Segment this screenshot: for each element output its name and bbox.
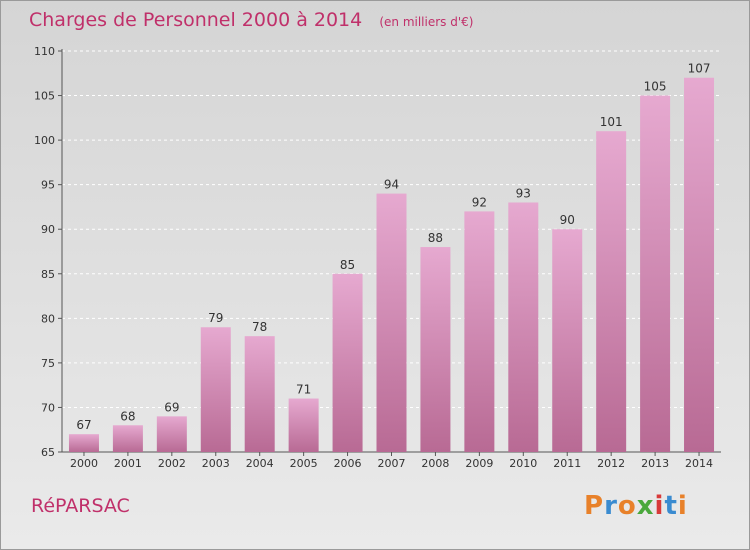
logo-letter: t bbox=[664, 491, 678, 521]
logo-letter: i bbox=[677, 491, 688, 521]
logo-letter: P bbox=[584, 491, 605, 521]
x-tick-label: 2000 bbox=[70, 457, 98, 470]
value-label: 69 bbox=[164, 400, 179, 414]
y-tick-label: 70 bbox=[41, 401, 55, 414]
y-tick-label: 90 bbox=[41, 223, 55, 236]
bar bbox=[640, 95, 671, 453]
bars bbox=[68, 77, 715, 453]
chart-subtitle: (en milliers d'€) bbox=[379, 15, 474, 29]
x-tick-label: 2005 bbox=[290, 457, 318, 470]
value-label: 107 bbox=[688, 62, 711, 76]
bar bbox=[376, 193, 407, 453]
title-row: Charges de Personnel 2000 à 2014 (en mil… bbox=[29, 9, 473, 31]
bar bbox=[684, 77, 715, 452]
value-label: 101 bbox=[600, 115, 623, 129]
x-tick-label: 2010 bbox=[509, 457, 537, 470]
gridlines bbox=[62, 50, 721, 408]
bar bbox=[200, 327, 231, 452]
y-tick-labels: 65 70 75 80 85 90 95 100 105 110 bbox=[34, 45, 55, 459]
logo-letter: x bbox=[636, 491, 655, 521]
logo-letter: i bbox=[654, 491, 665, 521]
bar bbox=[552, 229, 583, 452]
x-tick-label: 2014 bbox=[685, 457, 713, 470]
value-label: 79 bbox=[208, 311, 223, 325]
x-tick-label: 2013 bbox=[641, 457, 669, 470]
value-label: 71 bbox=[296, 383, 311, 397]
y-tick-label: 85 bbox=[41, 268, 55, 281]
commune-name: RéPARSAC bbox=[31, 495, 130, 517]
x-tick-label: 2006 bbox=[334, 457, 362, 470]
bar bbox=[596, 131, 627, 452]
x-tick-label: 2004 bbox=[246, 457, 274, 470]
x-tick-label: 2002 bbox=[158, 457, 186, 470]
bar bbox=[112, 425, 143, 452]
proxiti-logo: Proxiti bbox=[584, 491, 688, 521]
value-label: 90 bbox=[560, 213, 575, 227]
value-label: 85 bbox=[340, 258, 355, 272]
x-tick-label: 2012 bbox=[597, 457, 625, 470]
bar bbox=[420, 247, 451, 452]
bar bbox=[156, 416, 187, 452]
value-label: 94 bbox=[384, 178, 399, 192]
logo-letter: r bbox=[604, 491, 618, 521]
y-tick-label: 110 bbox=[34, 45, 55, 58]
y-tick-label: 75 bbox=[41, 357, 55, 370]
bar bbox=[244, 336, 275, 452]
y-tick-label: 100 bbox=[34, 134, 55, 147]
x-tick-label: 2011 bbox=[553, 457, 581, 470]
value-label: 78 bbox=[252, 320, 267, 334]
value-label: 105 bbox=[644, 80, 667, 94]
x-tick-label: 2009 bbox=[465, 457, 493, 470]
y-tick-label: 95 bbox=[41, 179, 55, 192]
value-label: 67 bbox=[76, 418, 91, 432]
chart-title: Charges de Personnel 2000 à 2014 bbox=[29, 9, 363, 31]
bar bbox=[68, 434, 99, 452]
value-label: 88 bbox=[428, 231, 443, 245]
y-tick-label: 80 bbox=[41, 312, 55, 325]
logo-letter: o bbox=[617, 491, 637, 521]
value-label: 92 bbox=[472, 195, 487, 209]
y-tick-label: 65 bbox=[41, 446, 55, 459]
y-tick-label: 105 bbox=[34, 90, 55, 103]
bar bbox=[332, 273, 363, 452]
value-label: 93 bbox=[516, 186, 531, 200]
x-tick-label: 2008 bbox=[421, 457, 449, 470]
bar bbox=[508, 202, 539, 452]
x-tick-label: 2007 bbox=[378, 457, 406, 470]
bar bbox=[464, 211, 495, 452]
value-label: 68 bbox=[120, 409, 135, 423]
bar bbox=[288, 398, 319, 452]
x-tick-label: 2003 bbox=[202, 457, 230, 470]
x-tick-label: 2001 bbox=[114, 457, 142, 470]
value-labels: 67 68 69 79 78 71 85 94 88 92 93 90 101 105 107 bbox=[76, 62, 710, 432]
x-tick-labels: 2000 2001 2002 2003 2004 2005 2006 2007 2008 2009… bbox=[70, 457, 713, 470]
